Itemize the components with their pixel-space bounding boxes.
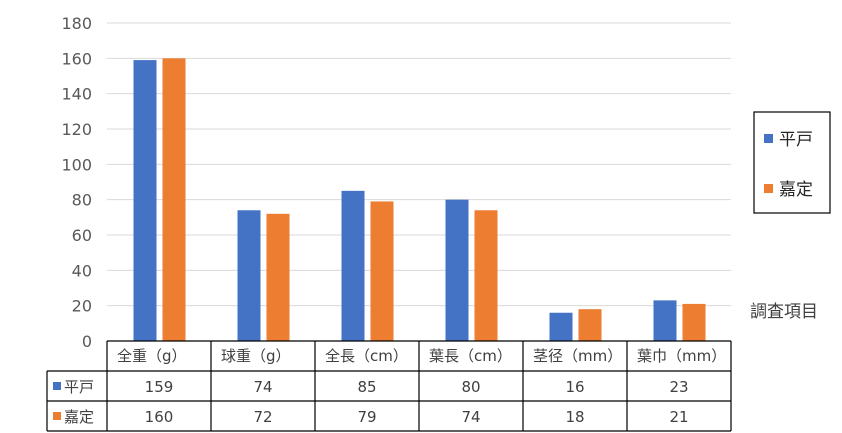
category-label: 球重（g） bbox=[221, 347, 291, 365]
table-cell: 85 bbox=[357, 378, 376, 396]
bar-series2 bbox=[370, 201, 394, 341]
data-table: 全重（g） 球重（g） 全長（cm） 葉長（cm） 茎径（mm） 葉巾（mm） 平戸 159 7… bbox=[46, 340, 732, 432]
category-label: 葉長（cm） bbox=[429, 347, 512, 365]
table-cell: 72 bbox=[253, 408, 272, 426]
y-axis-ticks: 0 20 40 60 80 100 120 140 160 180 bbox=[61, 14, 92, 351]
table-cell: 74 bbox=[461, 408, 480, 426]
table-cell: 18 bbox=[565, 408, 584, 426]
y-tick-label: 180 bbox=[61, 14, 92, 33]
table-cell: 160 bbox=[145, 408, 174, 426]
category-label: 全長（cm） bbox=[325, 347, 408, 365]
bar-series2 bbox=[578, 309, 602, 341]
y-tick-label: 0 bbox=[82, 332, 92, 351]
bar-series2 bbox=[266, 213, 290, 341]
legend-key bbox=[764, 184, 773, 193]
bar-series2 bbox=[162, 58, 186, 341]
bar-series1 bbox=[445, 199, 469, 341]
table-cell: 21 bbox=[669, 408, 688, 426]
y-tick-label: 160 bbox=[61, 49, 92, 68]
table-cell: 16 bbox=[565, 378, 584, 396]
legend-box bbox=[753, 111, 831, 214]
y-tick-label: 140 bbox=[61, 85, 92, 104]
y-tick-label: 80 bbox=[72, 191, 92, 210]
legend-label: 嘉定 bbox=[779, 180, 813, 200]
table-cell: 74 bbox=[253, 378, 272, 396]
bar-series2 bbox=[474, 210, 498, 341]
bar-series1 bbox=[653, 300, 677, 341]
table-cell: 159 bbox=[145, 378, 174, 396]
y-tick-label: 60 bbox=[72, 226, 92, 245]
x-axis-label: 調査項目 bbox=[750, 302, 818, 322]
table-legend-key bbox=[53, 412, 61, 420]
y-tick-label: 120 bbox=[61, 120, 92, 139]
y-tick-label: 100 bbox=[61, 155, 92, 174]
table-legend-key bbox=[53, 382, 61, 390]
table-cell: 80 bbox=[461, 378, 480, 396]
legend-key bbox=[764, 134, 773, 143]
category-label: 全重（g） bbox=[117, 347, 187, 365]
table-cell: 23 bbox=[669, 378, 688, 396]
bar-series2 bbox=[682, 303, 706, 341]
bar-series1 bbox=[341, 190, 365, 341]
legend-label: 平戸 bbox=[779, 130, 813, 150]
table-row-header: 嘉定 bbox=[64, 408, 94, 426]
bars bbox=[133, 58, 706, 341]
table-cell: 79 bbox=[357, 408, 376, 426]
category-label: 葉巾（mm） bbox=[637, 347, 726, 365]
table-row-header: 平戸 bbox=[64, 378, 94, 396]
bar-series1 bbox=[133, 60, 157, 341]
y-tick-label: 20 bbox=[72, 297, 92, 316]
bar-series1 bbox=[237, 210, 261, 341]
y-tick-label: 40 bbox=[72, 261, 92, 280]
gridlines bbox=[107, 22, 731, 342]
category-label: 茎径（mm） bbox=[533, 347, 622, 365]
bar-series1 bbox=[549, 312, 573, 341]
